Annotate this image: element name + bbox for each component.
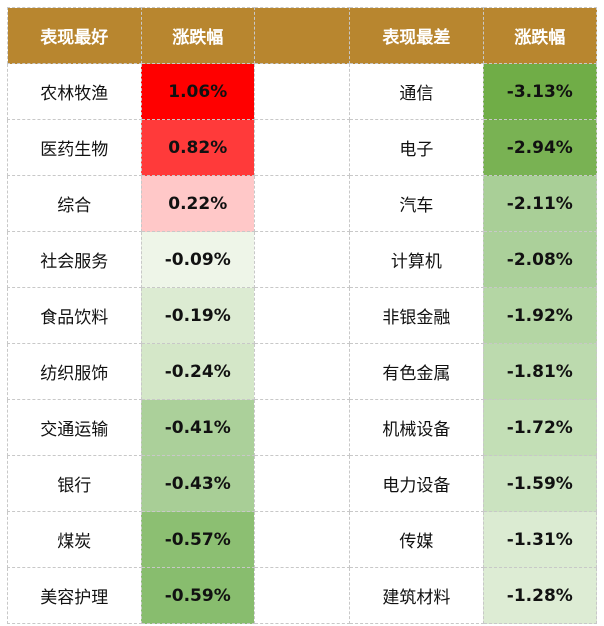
table-row: 食品饮料 -0.19% 非银金融 -1.92% (7, 287, 598, 344)
row-gap (253, 399, 351, 456)
worst-sector-name: 传媒 (349, 511, 484, 568)
table-row: 农林牧渔 1.06% 通信 -3.13% (7, 63, 598, 120)
worst-sector-change: -2.94% (482, 119, 598, 176)
best-sector-change: 0.82% (140, 119, 255, 176)
table-row: 美容护理 -0.59% 建筑材料 -1.28% (7, 567, 598, 624)
worst-sector-change: -1.81% (482, 343, 598, 400)
worst-sector-change: -1.28% (482, 567, 598, 624)
row-gap (253, 119, 351, 176)
sector-performance-table: 表现最好 涨跌幅 表现最差 涨跌幅 农林牧渔 1.06% 通信 -3.13% 医药生物 0… (7, 7, 598, 624)
header-worst: 表现最差 (349, 7, 484, 64)
header-gap (253, 7, 351, 64)
header-worst-change: 涨跌幅 (482, 7, 598, 64)
table-body: 农林牧渔 1.06% 通信 -3.13% 医药生物 0.82% 电子 -2.94% 综合 0.22… (7, 63, 598, 624)
best-sector-change: -0.19% (140, 287, 255, 344)
worst-sector-change: -3.13% (482, 63, 598, 120)
best-sector-change: -0.57% (140, 511, 255, 568)
best-sector-name: 食品饮料 (7, 287, 142, 344)
worst-sector-name: 通信 (349, 63, 484, 120)
worst-sector-change: -1.92% (482, 287, 598, 344)
table-row: 医药生物 0.82% 电子 -2.94% (7, 119, 598, 176)
header-best: 表现最好 (7, 7, 142, 64)
row-gap (253, 455, 351, 512)
worst-sector-name: 有色金属 (349, 343, 484, 400)
row-gap (253, 63, 351, 120)
best-sector-change: -0.24% (140, 343, 255, 400)
table-row: 综合 0.22% 汽车 -2.11% (7, 175, 598, 232)
best-sector-name: 综合 (7, 175, 142, 232)
worst-sector-change: -1.72% (482, 399, 598, 456)
table-row: 纺织服饰 -0.24% 有色金属 -1.81% (7, 343, 598, 400)
worst-sector-name: 机械设备 (349, 399, 484, 456)
worst-sector-name: 电子 (349, 119, 484, 176)
worst-sector-name: 非银金融 (349, 287, 484, 344)
best-sector-name: 美容护理 (7, 567, 142, 624)
header-best-change: 涨跌幅 (140, 7, 255, 64)
best-sector-name: 煤炭 (7, 511, 142, 568)
row-gap (253, 343, 351, 400)
worst-sector-change: -1.31% (482, 511, 598, 568)
row-gap (253, 511, 351, 568)
best-sector-name: 交通运输 (7, 399, 142, 456)
best-sector-name: 医药生物 (7, 119, 142, 176)
worst-sector-change: -2.08% (482, 231, 598, 288)
best-sector-change: -0.41% (140, 399, 255, 456)
worst-sector-name: 计算机 (349, 231, 484, 288)
worst-sector-change: -1.59% (482, 455, 598, 512)
worst-sector-name: 汽车 (349, 175, 484, 232)
best-sector-change: -0.09% (140, 231, 255, 288)
table-row: 银行 -0.43% 电力设备 -1.59% (7, 455, 598, 512)
best-sector-name: 农林牧渔 (7, 63, 142, 120)
table-row: 交通运输 -0.41% 机械设备 -1.72% (7, 399, 598, 456)
best-sector-name: 社会服务 (7, 231, 142, 288)
worst-sector-change: -2.11% (482, 175, 598, 232)
best-sector-change: 0.22% (140, 175, 255, 232)
header-row: 表现最好 涨跌幅 表现最差 涨跌幅 (7, 7, 598, 64)
worst-sector-name: 建筑材料 (349, 567, 484, 624)
row-gap (253, 567, 351, 624)
row-gap (253, 287, 351, 344)
best-sector-name: 银行 (7, 455, 142, 512)
worst-sector-name: 电力设备 (349, 455, 484, 512)
table-row: 社会服务 -0.09% 计算机 -2.08% (7, 231, 598, 288)
best-sector-change: -0.59% (140, 567, 255, 624)
row-gap (253, 175, 351, 232)
best-sector-name: 纺织服饰 (7, 343, 142, 400)
best-sector-change: -0.43% (140, 455, 255, 512)
row-gap (253, 231, 351, 288)
table-row: 煤炭 -0.57% 传媒 -1.31% (7, 511, 598, 568)
best-sector-change: 1.06% (140, 63, 255, 120)
